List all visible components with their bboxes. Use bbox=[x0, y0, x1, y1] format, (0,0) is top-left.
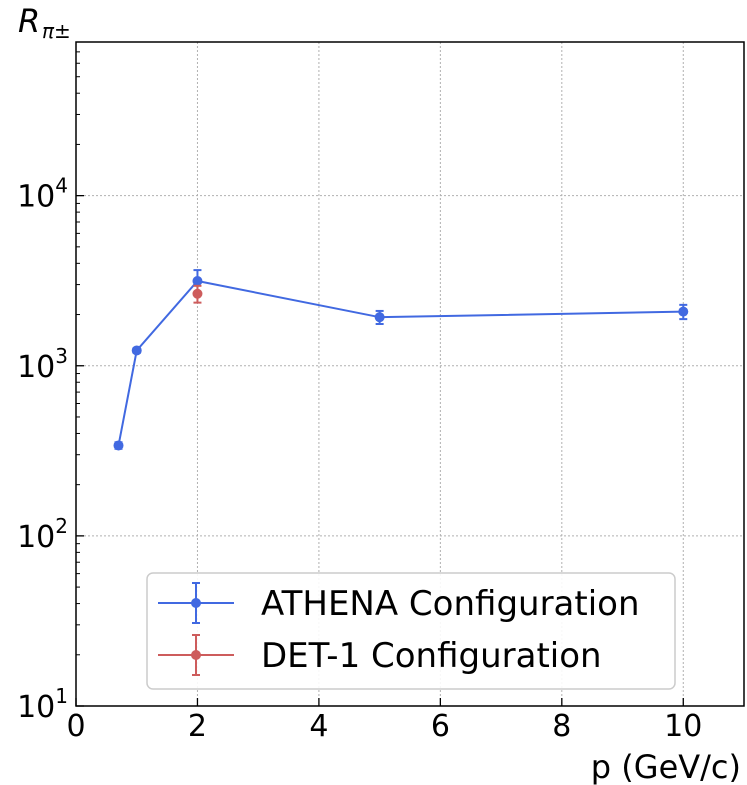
legend-label: DET-1 Configuration bbox=[261, 636, 602, 676]
legend: ATHENA Configuration DET-1 Configuration bbox=[146, 572, 676, 690]
legend-marker bbox=[191, 650, 201, 660]
y-axis-title-subscript: π± bbox=[42, 19, 71, 43]
data-point bbox=[192, 288, 203, 299]
legend-box bbox=[146, 572, 676, 690]
axis-ticks: 0 2 4 6 8 10 101 102 103 104 bbox=[17, 51, 702, 744]
y-tick-label: 101 bbox=[17, 684, 68, 725]
legend-marker bbox=[191, 598, 201, 608]
legend-label: ATHENA Configuration bbox=[261, 584, 640, 624]
data-series bbox=[113, 269, 689, 451]
series-line bbox=[117, 279, 684, 446]
y-tick-label: 102 bbox=[17, 514, 68, 555]
y-tick-label: 103 bbox=[17, 344, 68, 385]
x-tick-label: 10 bbox=[664, 709, 702, 744]
data-point bbox=[131, 345, 142, 356]
data-point bbox=[678, 306, 689, 317]
data-point bbox=[192, 275, 203, 286]
x-tick-label: 8 bbox=[552, 709, 571, 744]
data-point bbox=[374, 312, 385, 323]
x-tick-label: 2 bbox=[188, 709, 207, 744]
x-tick-label: 4 bbox=[309, 709, 328, 744]
x-axis-title: p (GeV/c) bbox=[591, 748, 741, 785]
y-tick-label: 104 bbox=[17, 174, 68, 215]
x-tick-label: 6 bbox=[431, 709, 450, 744]
data-point bbox=[113, 440, 124, 451]
x-tick-label: 0 bbox=[66, 709, 85, 744]
y-axis-title: R bbox=[18, 2, 40, 40]
